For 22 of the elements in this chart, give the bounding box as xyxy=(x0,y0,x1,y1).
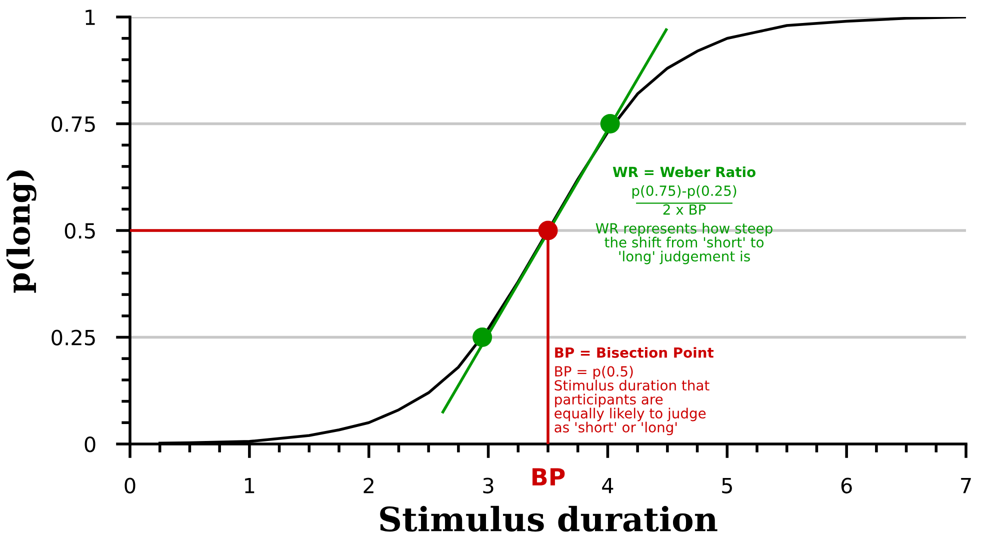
annotation: BP = Bisection Point xyxy=(555,347,714,358)
y-tick-label: 0.5 xyxy=(64,222,95,239)
x-tick-label: 7 xyxy=(961,478,971,494)
x-tick-label: 2 xyxy=(364,478,374,494)
annotation: 2 x BP xyxy=(663,204,706,215)
annotation: p(0.75)-p(0.25) xyxy=(632,185,736,199)
x-tick-label: 1 xyxy=(245,478,254,494)
x-tick-label: 6 xyxy=(841,478,852,494)
x-tick-label: 3 xyxy=(483,478,494,494)
y-axis-title: p(long) xyxy=(6,170,36,293)
annotation: WR = Weber Ratio xyxy=(612,166,756,178)
x-axis-title: Stimulus duration xyxy=(380,506,718,532)
x-tick-label: 0 xyxy=(124,478,136,494)
annotation: WR represents how steep the shift from 'short' to 'long' judgement is xyxy=(596,222,772,264)
x-tick-label: 4 xyxy=(602,478,614,494)
text: BP xyxy=(532,468,565,486)
y-tick-label: 0.75 xyxy=(52,116,95,132)
annotation: BP = p(0.5) Stimulus duration that participants are equally likely to judge as 'short' or 'long' xyxy=(554,366,710,436)
y-tick-label: 0 xyxy=(84,436,96,452)
y-tick-label: 0.25 xyxy=(52,330,95,346)
x-tick-label: 5 xyxy=(722,478,732,494)
y-tick-label: 1 xyxy=(86,10,95,25)
